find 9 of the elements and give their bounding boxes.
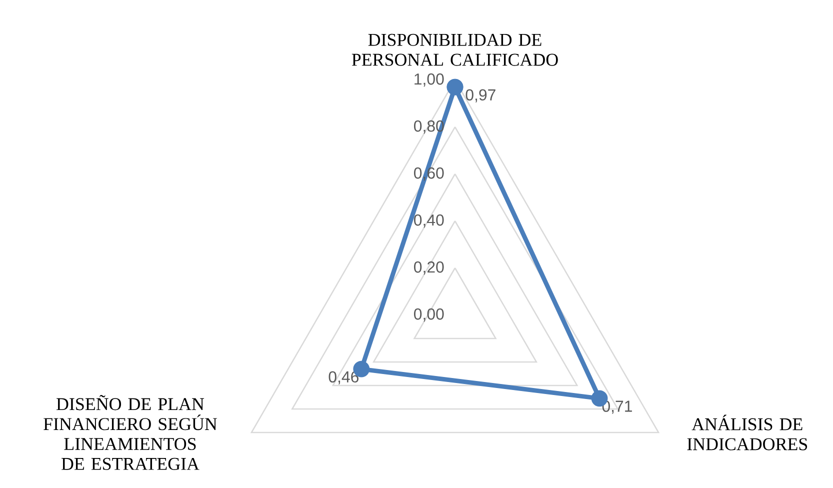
data-label: 0,97 [466, 89, 496, 102]
spoke-label: DISPONIBILIDAD DE PERSONAL CALIFICADO [352, 34, 558, 66]
y-tick-label: 0,00 [414, 308, 444, 322]
y-tick-label: 0,20 [414, 261, 444, 275]
data-label: 0,46 [328, 371, 358, 384]
y-tick-label: 0,40 [414, 214, 444, 228]
y-tick-label: 1,00 [414, 73, 444, 87]
spoke-label: DISEÑO DE PLAN FINANCIERO SEGÚN LINEAMIENTOS DE ESTRATEGIA [44, 395, 217, 470]
spoke-label: ANÁLISIS DE INDICADORES [687, 414, 808, 450]
